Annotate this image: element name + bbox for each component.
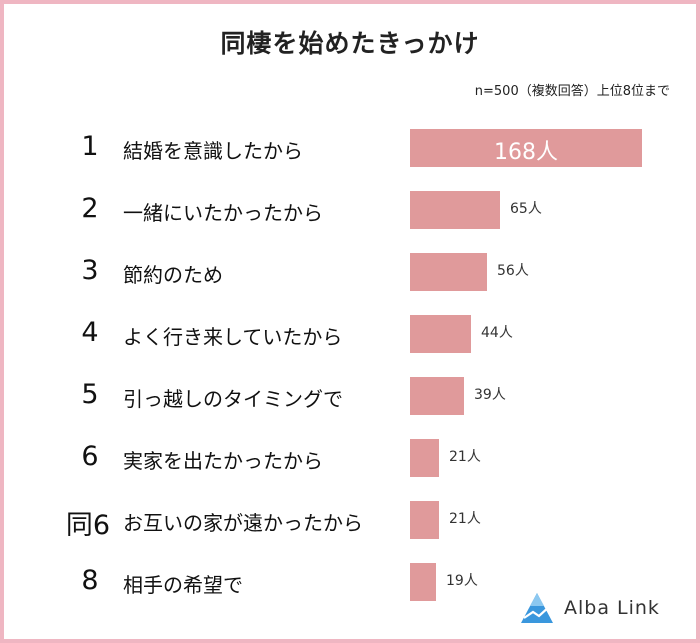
- rank-label: 6: [81, 441, 99, 472]
- value-label: 168人: [494, 140, 558, 165]
- value-label: 39人: [474, 387, 506, 403]
- sample-note: n=500（複数回答）上位8位まで: [474, 84, 670, 99]
- rank-label: 4: [81, 317, 99, 348]
- category-label: 一緒にいたかったから: [123, 201, 323, 225]
- bar: [410, 191, 500, 229]
- rank-label: 3: [81, 255, 99, 286]
- category-label: お互いの家が遠かったから: [123, 511, 363, 535]
- value-label: 21人: [449, 511, 481, 527]
- logo-text: Alba Link: [564, 597, 660, 619]
- bar: [410, 315, 471, 353]
- rank-label: 同6: [65, 510, 111, 541]
- value-label: 44人: [481, 325, 513, 341]
- value-label: 56人: [497, 263, 529, 279]
- category-label: 実家を出たかったから: [123, 449, 323, 473]
- bar: [410, 129, 642, 167]
- bar: [410, 439, 439, 477]
- albalink-triangle-icon: [521, 593, 553, 623]
- category-label: よく行き来していたから: [123, 325, 343, 349]
- value-label: 21人: [449, 449, 481, 465]
- albalink-logo: Alba Link: [520, 592, 660, 624]
- value-label: 19人: [446, 573, 478, 589]
- rank-label: 2: [81, 193, 99, 224]
- category-label: 節約のため: [123, 263, 223, 287]
- bar: [410, 563, 436, 601]
- bar: [410, 377, 464, 415]
- bar: [410, 501, 439, 539]
- category-label: 相手の希望で: [123, 573, 243, 597]
- bar: [410, 253, 487, 291]
- value-label: 65人: [510, 201, 542, 217]
- chart-title: 同棲を始めたきっかけ: [220, 29, 480, 58]
- rank-label: 5: [81, 379, 99, 410]
- category-label: 引っ越しのタイミングで: [123, 387, 343, 411]
- category-label: 結婚を意識したから: [123, 139, 303, 163]
- rank-label: 8: [81, 565, 99, 596]
- rank-label: 1: [81, 131, 99, 162]
